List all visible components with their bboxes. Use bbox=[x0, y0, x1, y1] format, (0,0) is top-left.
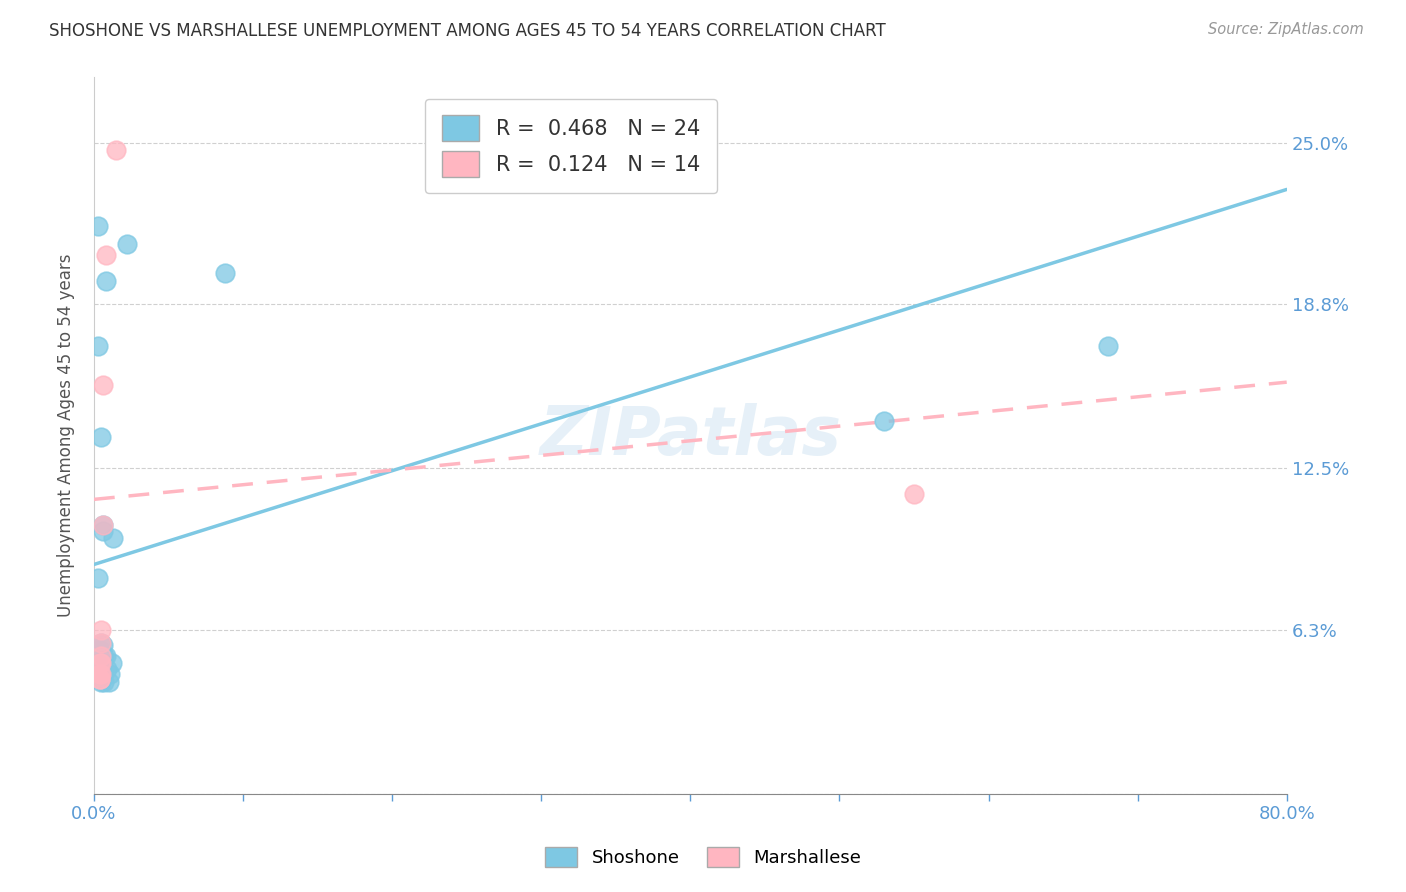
Point bbox=[90, 623, 112, 637]
Point bbox=[103, 532, 125, 546]
Point bbox=[105, 144, 128, 158]
Point bbox=[214, 266, 236, 280]
Point bbox=[93, 648, 115, 663]
Y-axis label: Unemployment Among Ages 45 to 54 years: Unemployment Among Ages 45 to 54 years bbox=[58, 254, 75, 617]
Point bbox=[873, 414, 896, 428]
Point bbox=[91, 518, 114, 533]
Point bbox=[90, 635, 112, 649]
Point bbox=[91, 638, 114, 652]
Point bbox=[90, 430, 112, 444]
Legend: Shoshone, Marshallese: Shoshone, Marshallese bbox=[537, 839, 869, 874]
Point bbox=[91, 524, 114, 538]
Point bbox=[96, 662, 118, 676]
Point bbox=[90, 648, 112, 663]
Point bbox=[87, 570, 110, 584]
Text: ZIPatlas: ZIPatlas bbox=[540, 402, 841, 468]
Point bbox=[89, 672, 111, 686]
Text: SHOSHONE VS MARSHALLESE UNEMPLOYMENT AMONG AGES 45 TO 54 YEARS CORRELATION CHART: SHOSHONE VS MARSHALLESE UNEMPLOYMENT AMO… bbox=[49, 22, 886, 40]
Point bbox=[90, 662, 112, 676]
Point bbox=[94, 648, 117, 663]
Point bbox=[90, 657, 112, 671]
Text: Source: ZipAtlas.com: Source: ZipAtlas.com bbox=[1208, 22, 1364, 37]
Point bbox=[89, 672, 111, 686]
Point bbox=[93, 674, 115, 689]
Point bbox=[97, 674, 120, 689]
Point bbox=[89, 666, 111, 681]
Point bbox=[98, 666, 121, 681]
Point bbox=[89, 643, 111, 657]
Point bbox=[90, 635, 112, 649]
Point bbox=[903, 487, 925, 501]
Point bbox=[115, 237, 138, 252]
Point bbox=[101, 657, 124, 671]
Point bbox=[87, 339, 110, 353]
Point bbox=[94, 274, 117, 288]
Point bbox=[1097, 339, 1119, 353]
Point bbox=[91, 518, 114, 533]
Point bbox=[90, 674, 112, 689]
Point bbox=[89, 657, 111, 671]
Legend: R =  0.468   N = 24, R =  0.124   N = 14: R = 0.468 N = 24, R = 0.124 N = 14 bbox=[425, 99, 717, 194]
Point bbox=[90, 666, 112, 681]
Point bbox=[91, 377, 114, 392]
Point bbox=[87, 219, 110, 233]
Point bbox=[94, 247, 117, 261]
